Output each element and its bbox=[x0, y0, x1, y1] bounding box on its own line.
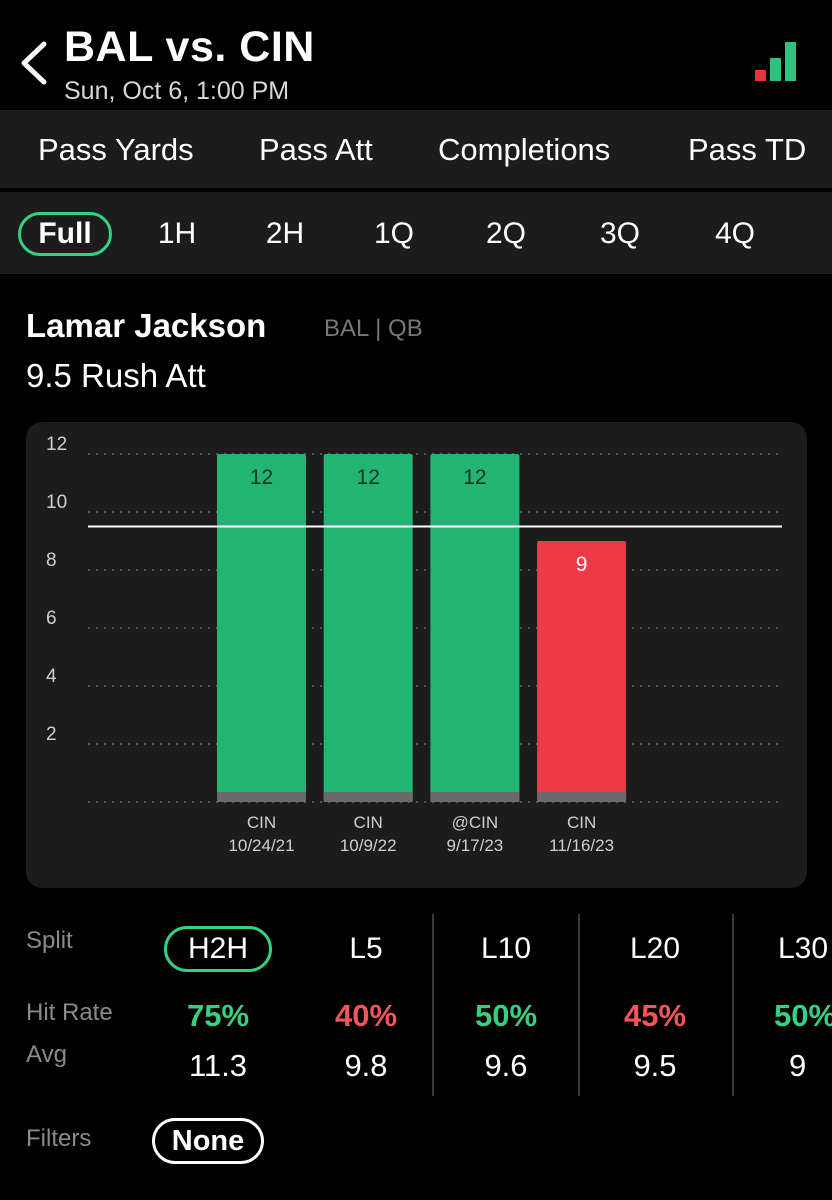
period-tab-3q[interactable]: 3Q bbox=[599, 217, 641, 250]
data-label: 12 bbox=[250, 466, 273, 489]
data-label: 12 bbox=[463, 466, 486, 489]
split-tab-l30[interactable]: L30 bbox=[778, 932, 829, 965]
page-title: BAL vs. CIN bbox=[64, 23, 315, 71]
split-tab-l10[interactable]: L10 bbox=[480, 932, 532, 965]
x-tick-label: CIN bbox=[354, 813, 383, 832]
x-tick-label: CIN bbox=[567, 813, 596, 832]
player-name: Lamar Jackson bbox=[26, 307, 267, 344]
tab-completions[interactable]: Completions bbox=[438, 132, 611, 167]
bar-chart-icon-bar-1 bbox=[755, 70, 766, 81]
prop-line: 9.5 Rush Att bbox=[26, 357, 206, 394]
split-tab-l20[interactable]: L20 bbox=[629, 932, 681, 965]
hit-rate-l20: 45% bbox=[623, 998, 687, 1033]
tab-pass-att[interactable]: Pass Att bbox=[259, 132, 373, 167]
bar-chart-icon-bar-3 bbox=[785, 42, 796, 81]
header: BAL vs. CIN Sun, Oct 6, 1:00 PM bbox=[0, 0, 832, 108]
split-tab-l5[interactable]: L5 bbox=[349, 932, 383, 965]
y-tick-label: 4 bbox=[46, 666, 57, 687]
hit-rate-l5: 40% bbox=[334, 998, 398, 1033]
split-table: Split Hit Rate Avg H2H 75% 11.3 L5 40% 9… bbox=[0, 906, 832, 1096]
split-label: Split bbox=[26, 927, 73, 954]
bar-chart: 2 4 6 8 10 12 12 CIN 10/24/21 12 CIN 10/9/22 12 @CIN 9… bbox=[46, 434, 782, 855]
y-tick-label: 6 bbox=[46, 608, 57, 629]
y-tick-label: 2 bbox=[46, 724, 57, 745]
y-tick-label: 10 bbox=[46, 492, 67, 513]
chart-card: 2 4 6 8 10 12 12 CIN 10/24/21 12 CIN 10/9/22 12 @CIN 9… bbox=[26, 422, 807, 888]
period-tab-2h[interactable]: 2H bbox=[265, 217, 305, 250]
x-tick-label: CIN bbox=[247, 813, 276, 832]
bar-base bbox=[217, 792, 306, 802]
hit-rate-l10: 50% bbox=[474, 998, 538, 1033]
bar bbox=[217, 454, 306, 802]
y-tick-label: 8 bbox=[46, 550, 57, 571]
period-tab-1q[interactable]: 1Q bbox=[373, 217, 415, 250]
avg-l5: 9.8 bbox=[344, 1048, 388, 1083]
period-tabs: Full 1H 2H 1Q 2Q 3Q 4Q bbox=[0, 192, 832, 274]
x-tick-label: @CIN bbox=[452, 813, 499, 832]
x-tick-label: 10/9/22 bbox=[340, 836, 397, 855]
column-divider bbox=[732, 914, 734, 1096]
bar bbox=[323, 454, 413, 802]
avg-l20: 9.5 bbox=[633, 1048, 677, 1083]
split-columns: H2H 75% 11.3 L5 40% 9.8 L10 50% 9.6 L20 … bbox=[0, 906, 832, 1096]
x-tick-label: 11/16/23 bbox=[549, 836, 614, 855]
split-tab-h2h[interactable]: H2H bbox=[164, 926, 272, 972]
column-divider bbox=[578, 914, 580, 1096]
x-tick-label: 10/24/21 bbox=[228, 836, 294, 855]
hit-rate-label: Hit Rate bbox=[26, 999, 113, 1026]
avg-l10: 9.6 bbox=[484, 1048, 528, 1083]
x-tick-label: 9/17/23 bbox=[447, 836, 504, 855]
bar bbox=[430, 454, 520, 802]
chevron-left-icon[interactable] bbox=[14, 38, 54, 88]
data-label: 9 bbox=[576, 553, 588, 576]
filters-label: Filters bbox=[26, 1125, 92, 1152]
hit-rate-l30: 50% bbox=[774, 998, 832, 1033]
bar-chart-icon-bar-2 bbox=[770, 58, 781, 81]
y-tick-label: 12 bbox=[46, 434, 67, 455]
tab-pass-yards[interactable]: Pass Yards bbox=[38, 132, 194, 167]
game-time: Sun, Oct 6, 1:00 PM bbox=[64, 77, 290, 105]
avg-l30: 9 bbox=[789, 1048, 807, 1083]
avg-h2h: 11.3 bbox=[188, 1048, 248, 1083]
period-tab-2q[interactable]: 2Q bbox=[485, 217, 527, 250]
bar-chart-icon[interactable] bbox=[752, 40, 802, 84]
hit-rate-h2h: 75% bbox=[186, 998, 250, 1033]
period-tab-1h[interactable]: 1H bbox=[157, 217, 197, 250]
player-team-position: BAL | QB bbox=[324, 315, 423, 342]
bar-base bbox=[430, 792, 520, 802]
bar-base bbox=[323, 792, 413, 802]
stat-tabs: Pass Yards Pass Att Completions Pass TD bbox=[0, 110, 832, 188]
period-tab-4q[interactable]: 4Q bbox=[714, 217, 756, 250]
bar-base bbox=[537, 792, 627, 802]
tab-pass-td[interactable]: Pass TD bbox=[688, 132, 807, 167]
period-tab-full[interactable]: Full bbox=[18, 212, 112, 256]
filter-none-button[interactable]: None bbox=[152, 1118, 264, 1164]
column-divider bbox=[432, 914, 434, 1096]
bar bbox=[537, 541, 627, 802]
data-label: 12 bbox=[357, 466, 380, 489]
avg-label: Avg bbox=[26, 1041, 67, 1068]
